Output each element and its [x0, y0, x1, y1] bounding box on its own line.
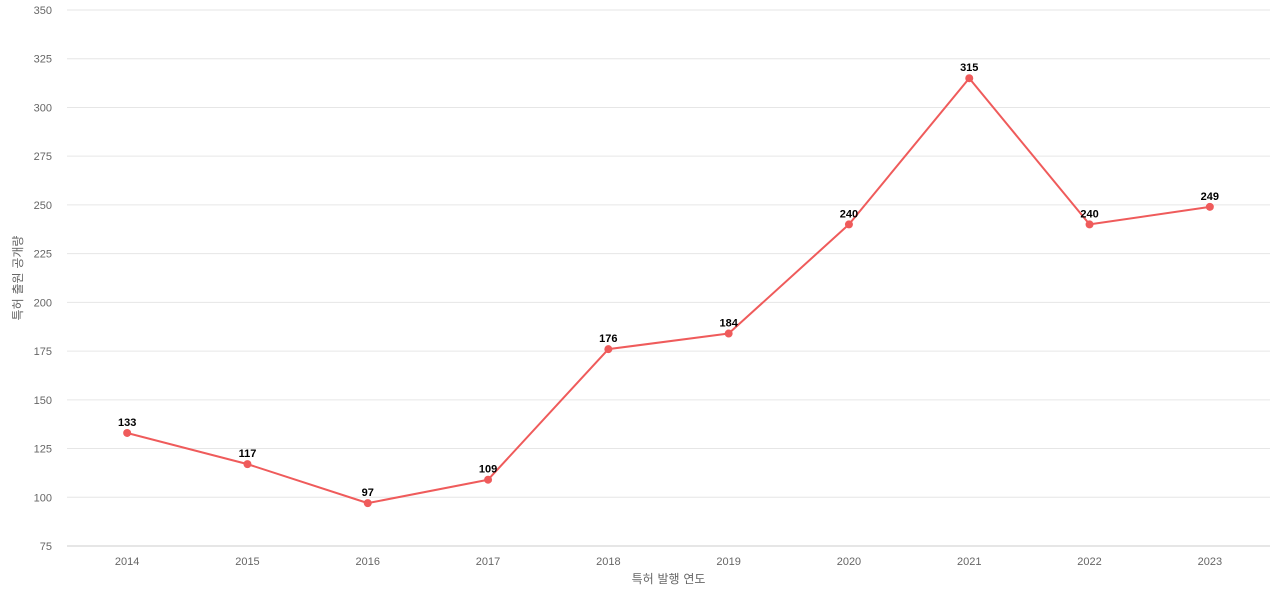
data-label: 315 — [960, 62, 978, 74]
x-tick-label: 2023 — [1198, 556, 1222, 568]
y-axis-title: 특허 출원 공개량 — [11, 236, 25, 321]
data-point[interactable] — [1205, 202, 1214, 211]
data-point[interactable] — [724, 329, 733, 338]
data-label: 176 — [599, 333, 617, 345]
data-point[interactable] — [123, 428, 132, 437]
y-tick-label: 300 — [34, 102, 52, 114]
y-tick-label: 350 — [34, 5, 52, 17]
y-tick-label: 225 — [34, 249, 52, 261]
y-tick-label: 175 — [34, 346, 52, 358]
y-tick-label: 275 — [34, 151, 52, 163]
data-label: 240 — [1080, 208, 1098, 220]
x-axis-title: 특허 발행 연도 — [632, 571, 706, 586]
x-tick-label: 2021 — [957, 556, 981, 568]
y-tick-label: 150 — [34, 395, 52, 407]
y-tick-label: 100 — [34, 492, 52, 504]
x-tick-label: 2017 — [476, 556, 500, 568]
data-label: 240 — [840, 208, 858, 220]
x-tick-label: 2019 — [716, 556, 740, 568]
data-label: 249 — [1201, 191, 1219, 203]
data-label: 109 — [479, 464, 497, 476]
data-point[interactable] — [604, 345, 613, 354]
x-tick-label: 2022 — [1077, 556, 1101, 568]
y-tick-label: 75 — [40, 541, 52, 553]
y-tick-label: 200 — [34, 297, 52, 309]
data-label: 117 — [239, 448, 257, 460]
data-point[interactable] — [484, 475, 493, 484]
x-axis-ticks: 2014 2015 2016 2017 2018 2019 2020 2021 2022 2023 — [115, 556, 1222, 568]
x-tick-label: 2016 — [356, 556, 380, 568]
series-line — [126, 77, 1210, 505]
data-point[interactable] — [243, 460, 252, 469]
data-point[interactable] — [363, 499, 372, 508]
y-tick-label: 125 — [34, 444, 52, 456]
data-point[interactable] — [965, 74, 974, 83]
y-axis-ticks: 75 100 125 150 175 200 225 250 275 300 325 350 — [34, 5, 52, 553]
series-layer — [123, 74, 1214, 508]
data-label: 97 — [362, 487, 374, 499]
data-labels: 133 117 97 109 176 184 240 315 240 249 — [118, 62, 1219, 499]
x-tick-label: 2014 — [115, 556, 139, 568]
x-tick-label: 2018 — [596, 556, 620, 568]
data-label: 184 — [719, 318, 738, 330]
x-tick-label: 2015 — [235, 556, 259, 568]
grid-lines — [67, 9, 1270, 547]
data-label: 133 — [118, 417, 136, 429]
y-tick-label: 250 — [34, 200, 52, 212]
data-point[interactable] — [1085, 220, 1094, 229]
data-point[interactable] — [844, 220, 853, 229]
x-tick-label: 2020 — [837, 556, 861, 568]
y-tick-label: 325 — [34, 54, 52, 66]
